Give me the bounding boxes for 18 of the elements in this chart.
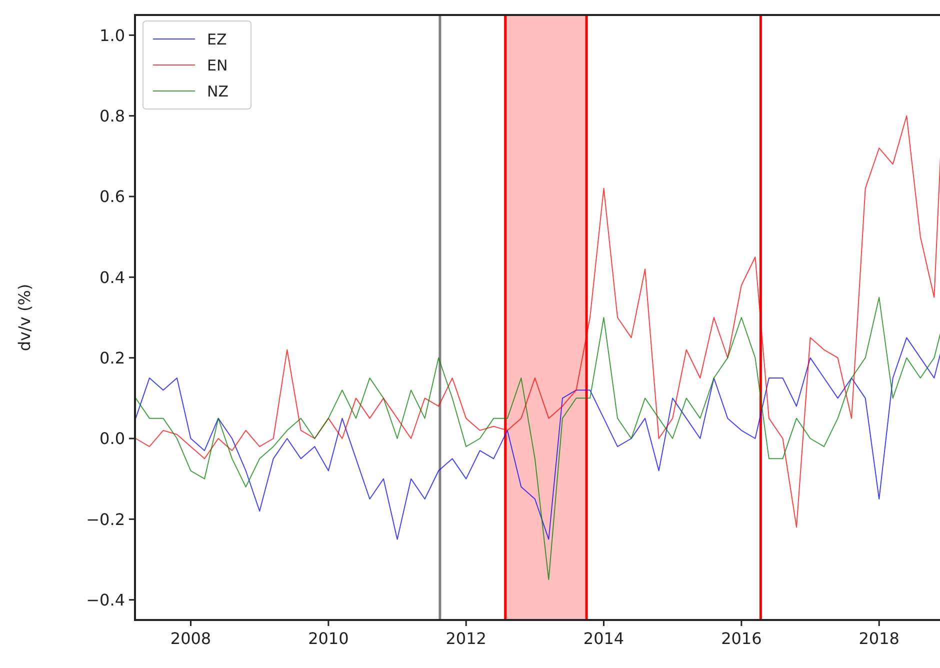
y-tick-label: −0.2 [86, 510, 125, 529]
legend-label: EZ [207, 30, 227, 48]
y-tick-label: 0.6 [100, 187, 125, 206]
y-tick-label: 0.4 [100, 268, 125, 287]
x-tick-label: 2014 [583, 629, 624, 648]
y-tick-label: 0.0 [100, 429, 125, 448]
y-tick-label: −0.4 [86, 590, 125, 610]
x-tick-label: 2016 [721, 629, 762, 648]
y-axis-title: dv/v (%) [15, 284, 34, 352]
x-tick-label: 2018 [858, 629, 900, 648]
x-tick-label: 2012 [446, 629, 486, 648]
legend-label: NZ [207, 82, 228, 100]
y-tick-label: 1.0 [100, 26, 125, 45]
x-tick-label: 2008 [170, 629, 212, 648]
y-tick-label: 0.2 [100, 348, 125, 368]
legend-label: EN [207, 56, 228, 74]
x-tick-label: 2010 [308, 629, 349, 648]
y-tick-label: 0.8 [100, 106, 125, 126]
